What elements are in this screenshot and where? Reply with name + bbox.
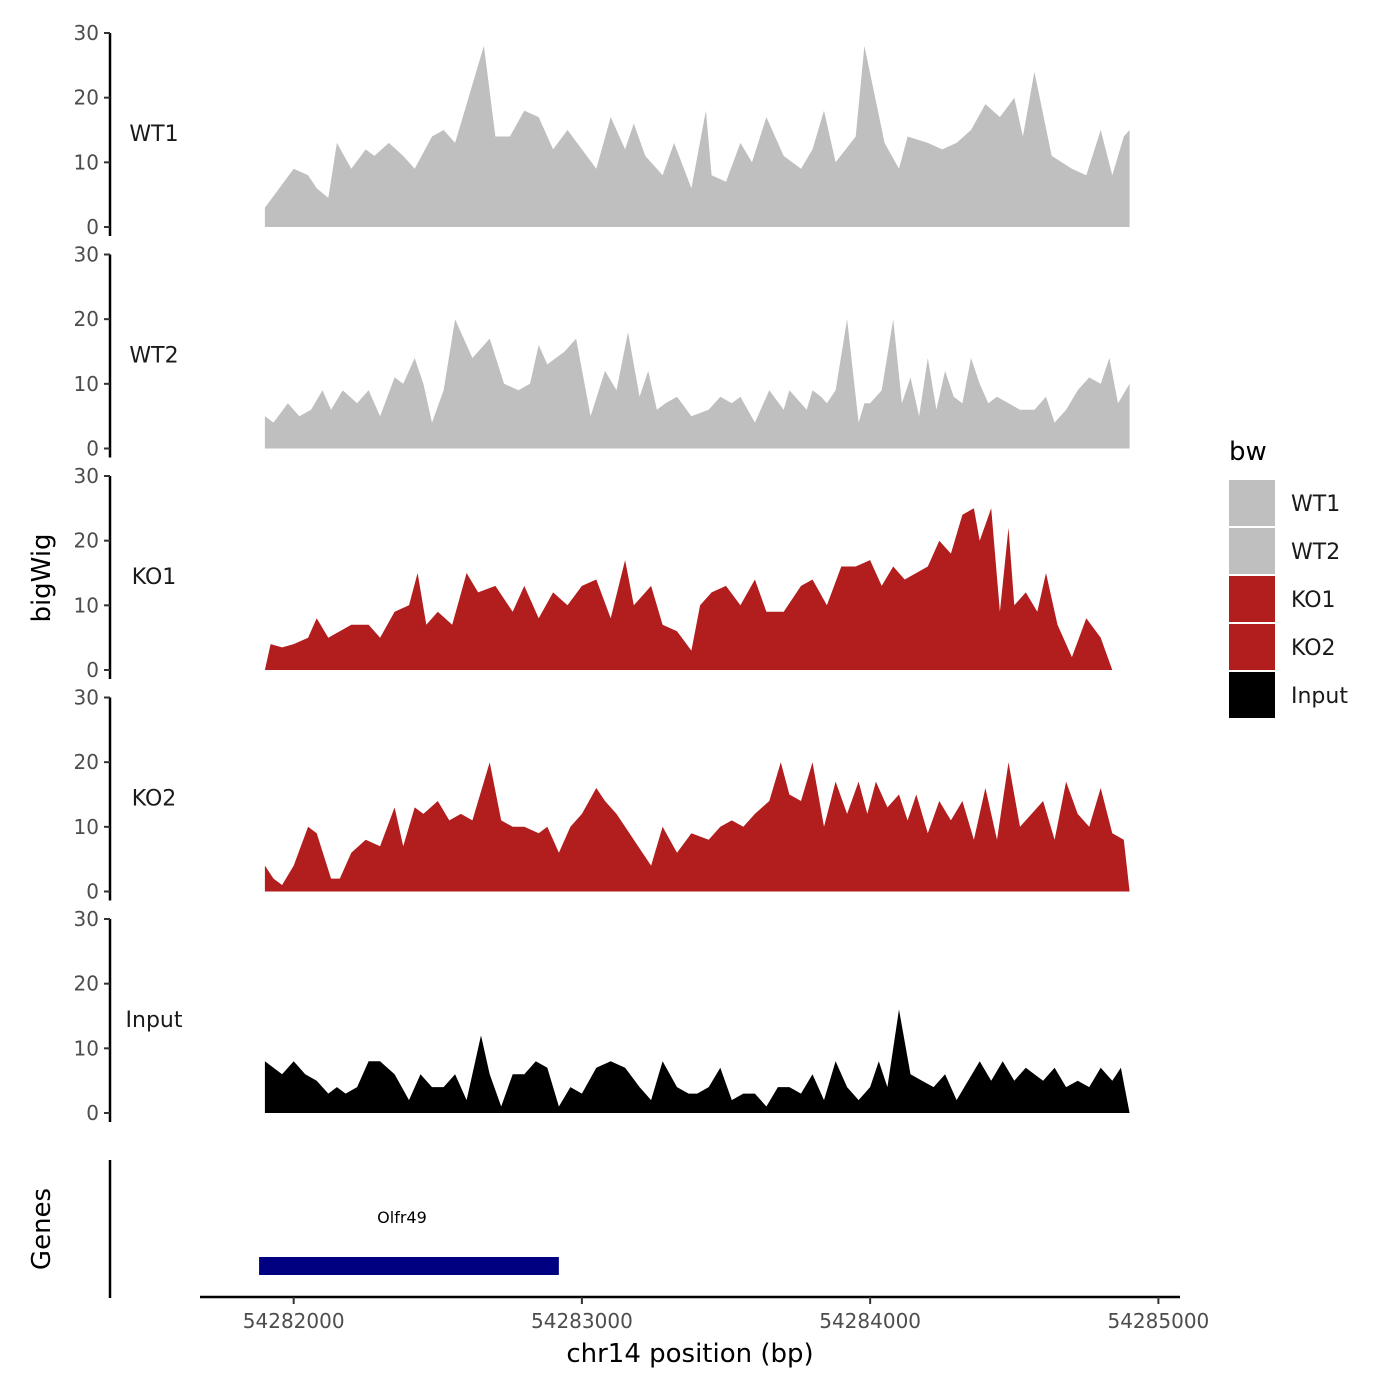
- legend-swatch: [1229, 624, 1275, 670]
- coverage-area-ko2: [264, 762, 1130, 892]
- coverage-area-ko1: [264, 508, 1130, 670]
- track-label: WT2: [129, 344, 178, 369]
- y-tick-label: 10: [74, 1036, 99, 1060]
- x-axis-title: chr14 position (bp): [566, 1339, 813, 1369]
- legend-entry-ko2: KO2: [1229, 624, 1336, 670]
- y-tick-label: 0: [86, 215, 99, 239]
- legend-title: bw: [1229, 437, 1267, 467]
- track-ko1: 0 10 20 30 KO1: [74, 464, 1130, 682]
- coverage-area-wt1: [264, 45, 1130, 228]
- legend-swatch: [1229, 480, 1275, 526]
- x-axis: 54282000 54283000 54284000 54285000: [200, 1295, 1209, 1333]
- y-tick-label: 10: [74, 815, 99, 839]
- legend-label: KO2: [1291, 636, 1336, 661]
- x-tick-label: 54284000: [819, 1309, 921, 1333]
- y-tick-label: 30: [74, 686, 99, 710]
- gene-label: Olfr49: [377, 1208, 427, 1227]
- y-tick-label: 30: [74, 464, 99, 488]
- legend-swatch: [1229, 672, 1275, 718]
- legend-entry-wt2: WT2: [1229, 528, 1340, 574]
- track-wt2: 0 10 20 30 WT2: [74, 243, 1130, 461]
- x-tick-label: 54283000: [531, 1309, 633, 1333]
- y-tick-label: 0: [86, 437, 99, 461]
- coverage-area-input: [264, 1009, 1130, 1113]
- y-tick-label: 20: [74, 529, 99, 553]
- legend-swatch: [1229, 576, 1275, 622]
- gene-track: Olfr49: [108, 1160, 559, 1298]
- y-tick-label: 10: [74, 150, 99, 174]
- legend-entry-wt1: WT1: [1229, 480, 1340, 526]
- y-tick-label: 0: [86, 880, 99, 904]
- y-tick-label: 10: [74, 593, 99, 617]
- y-tick-label: 30: [74, 21, 99, 45]
- y-tick-label: 20: [74, 307, 99, 331]
- legend-entry-ko1: KO1: [1229, 576, 1336, 622]
- track-label: KO2: [132, 787, 177, 812]
- y-tick-label: 30: [74, 243, 99, 267]
- track-label: KO1: [132, 565, 177, 590]
- genes-axis-title: Genes: [27, 1188, 57, 1270]
- legend-label: KO1: [1291, 588, 1336, 613]
- y-tick-label: 0: [86, 658, 99, 682]
- track-ko2: 0 10 20 30 KO2: [74, 686, 1130, 904]
- x-tick-label: 54285000: [1107, 1309, 1209, 1333]
- track-wt1: 0 10 20 30 WT1: [74, 21, 1130, 239]
- track-label: WT1: [129, 122, 178, 147]
- track-input: 0 10 20 30 Input: [74, 907, 1130, 1125]
- legend-swatch: [1229, 528, 1275, 574]
- y-tick-label: 20: [74, 750, 99, 774]
- x-tick-label: 54282000: [243, 1309, 345, 1333]
- gene-body: [259, 1257, 559, 1275]
- track-label: Input: [126, 1008, 183, 1033]
- y-tick-label: 10: [74, 372, 99, 396]
- y-tick-label: 30: [74, 907, 99, 931]
- y-tick-label: 0: [86, 1101, 99, 1125]
- legend: bw WT1 WT2 KO1 KO2 Input: [1229, 437, 1348, 718]
- legend-label: WT2: [1291, 540, 1340, 565]
- legend-entry-input: Input: [1229, 672, 1348, 718]
- coverage-tracks: 0 10 20 30 WT1 0 10 20 30 WT2 0 10 20 30 KO1 0 10 20 30 KO2…: [74, 21, 1130, 1125]
- y-tick-label: 20: [74, 86, 99, 110]
- y-axis-title: bigWig: [27, 533, 57, 622]
- legend-label: Input: [1291, 684, 1348, 709]
- coverage-area-wt2: [264, 319, 1130, 449]
- y-tick-label: 20: [74, 972, 99, 996]
- legend-label: WT1: [1291, 492, 1340, 517]
